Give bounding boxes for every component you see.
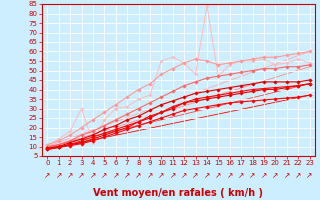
Text: ↗: ↗: [44, 171, 51, 180]
Text: ↗: ↗: [113, 171, 119, 180]
Text: ↗: ↗: [272, 171, 278, 180]
Text: ↗: ↗: [238, 171, 244, 180]
Text: ↗: ↗: [215, 171, 221, 180]
Text: ↗: ↗: [101, 171, 108, 180]
Text: ↗: ↗: [261, 171, 267, 180]
Text: Vent moyen/en rafales ( km/h ): Vent moyen/en rafales ( km/h ): [93, 188, 263, 198]
Text: ↗: ↗: [295, 171, 301, 180]
Text: ↗: ↗: [158, 171, 164, 180]
Text: ↗: ↗: [227, 171, 233, 180]
Text: ↗: ↗: [181, 171, 187, 180]
Text: ↗: ↗: [192, 171, 199, 180]
Text: ↗: ↗: [249, 171, 256, 180]
Text: ↗: ↗: [67, 171, 73, 180]
Text: ↗: ↗: [124, 171, 130, 180]
Text: ↗: ↗: [55, 171, 62, 180]
Text: ↗: ↗: [306, 171, 313, 180]
Text: ↗: ↗: [204, 171, 210, 180]
Text: ↗: ↗: [135, 171, 142, 180]
Text: ↗: ↗: [78, 171, 85, 180]
Text: ↗: ↗: [284, 171, 290, 180]
Text: ↗: ↗: [170, 171, 176, 180]
Text: ↗: ↗: [147, 171, 153, 180]
Text: ↗: ↗: [90, 171, 96, 180]
